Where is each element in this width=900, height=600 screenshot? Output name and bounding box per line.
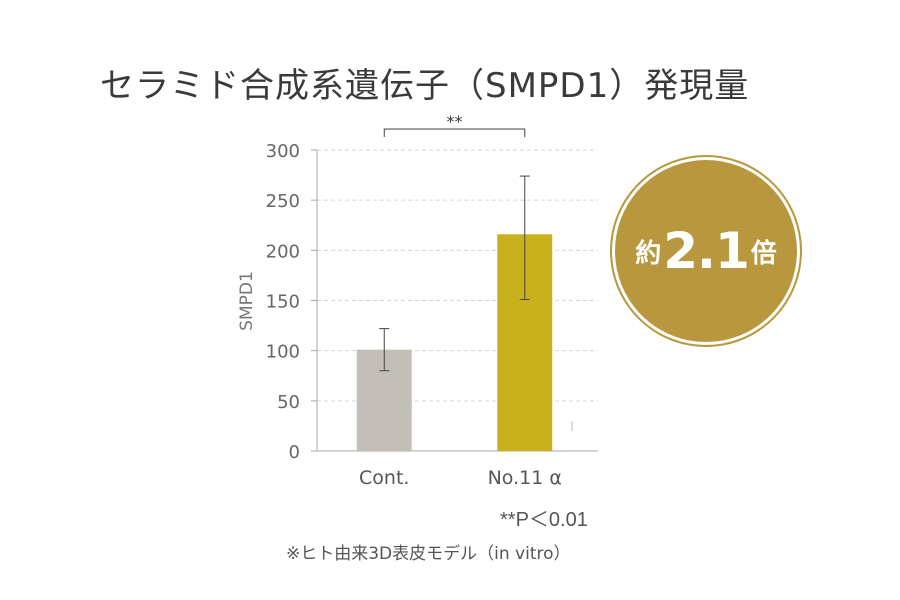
y-tick-label: 200 <box>266 241 300 262</box>
significance-note: **P＜0.01 <box>500 509 588 531</box>
ratio-badge: 約 2.1 倍 <box>612 157 800 345</box>
y-tick-label: 150 <box>266 292 300 313</box>
footnote: ※ヒト由来3D表皮モデル（in vitro） <box>286 544 571 564</box>
bracket-line <box>383 128 526 137</box>
chart-title: セラミド合成系遺伝子（SMPD1）発現量 <box>100 66 750 106</box>
badge-prefix: 約 <box>635 238 662 269</box>
significance-bracket: ** <box>383 112 526 137</box>
y-tick-label: 100 <box>266 342 300 363</box>
y-tick-labels: 0 50 100 150 200 250 300 <box>266 141 317 463</box>
bars <box>356 234 553 451</box>
y-tick-label: 250 <box>266 191 300 212</box>
y-tick-label: 300 <box>266 141 300 162</box>
x-tick-label: Cont. <box>359 467 409 489</box>
significance-label: ** <box>447 112 463 131</box>
y-axis-label: SMPD1 <box>237 271 257 331</box>
badge-suffix: 倍 <box>750 238 777 269</box>
x-tick-label: No.11 α <box>488 467 562 489</box>
y-tick-label: 50 <box>277 392 300 413</box>
y-tick-label: 0 <box>289 442 300 463</box>
badge-value: 2.1 <box>663 222 750 280</box>
error-bars <box>379 175 530 372</box>
x-tick-labels: Cont. No.11 α <box>359 467 562 489</box>
